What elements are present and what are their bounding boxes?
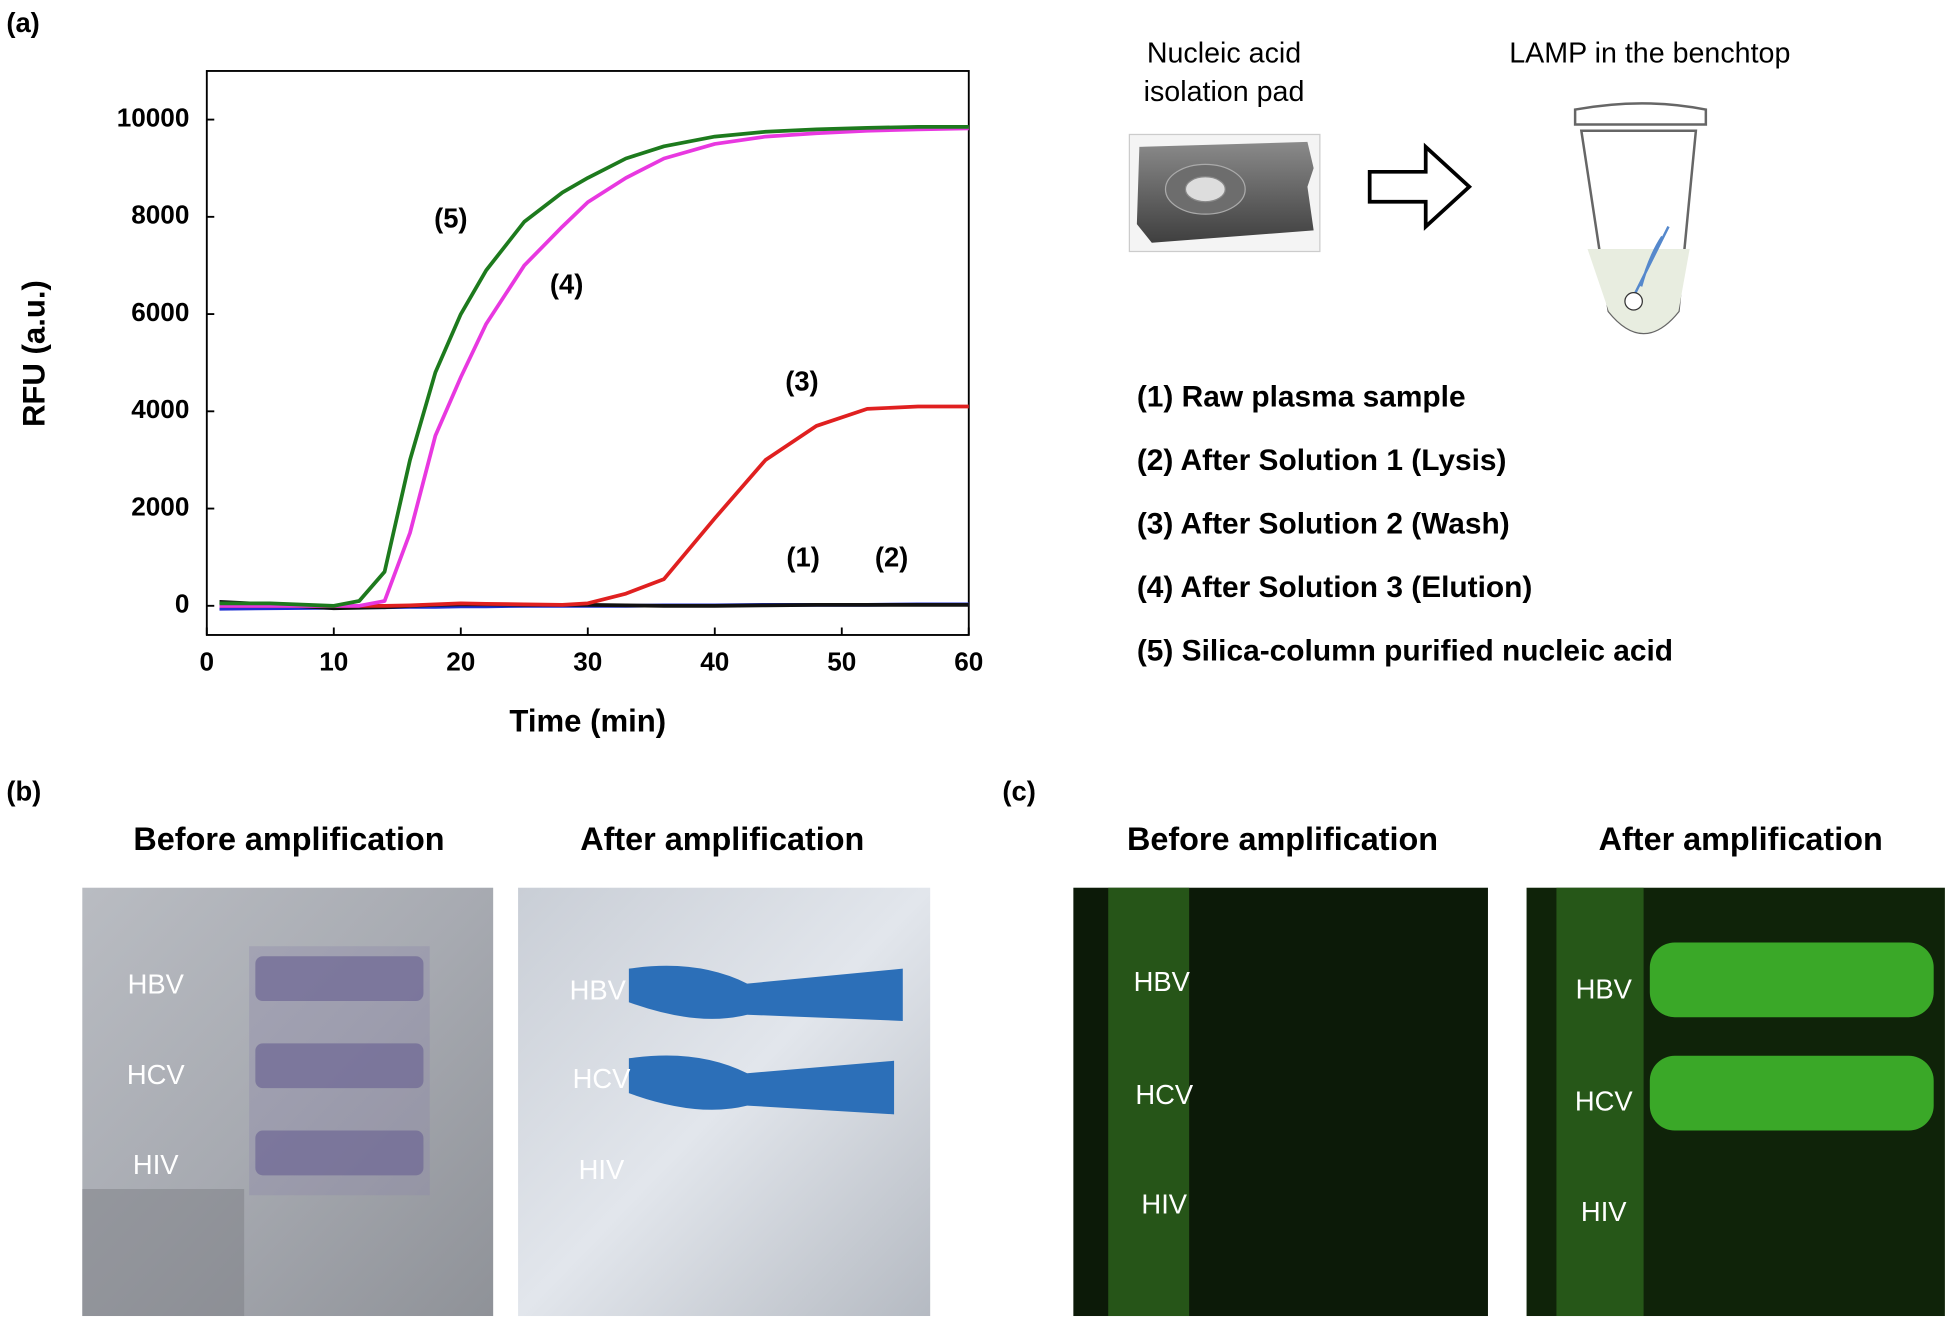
condition-item: (2) After Solution 1 (Lysis) (1137, 444, 1507, 477)
series-label: (1) (786, 541, 819, 572)
photo-strip (1108, 887, 1190, 1317)
lane-label: HCV (1575, 1085, 1634, 1116)
x-tick-label: 10 (319, 647, 348, 677)
series-line (219, 126, 969, 608)
tube-liquid (1587, 249, 1690, 334)
photo-title: After amplification (580, 821, 864, 857)
photo-strip (1556, 887, 1644, 1317)
lane-label: HCV (573, 1063, 632, 1094)
tube-probe (1632, 226, 1670, 297)
y-tick-label: 10000 (117, 102, 190, 132)
photo-title: After amplification (1599, 821, 1883, 857)
condition-item: (5) Silica-column purified nucleic acid (1137, 634, 1673, 667)
lane-label: HBV (128, 968, 185, 999)
lane-label: HBV (1134, 966, 1191, 997)
tube-cap (1573, 102, 1708, 126)
lane-label: HIV (579, 1154, 625, 1185)
panel-label: (b) (6, 775, 41, 806)
series-label: (2) (875, 541, 908, 572)
lane-label: HCV (1135, 1079, 1194, 1110)
series-label: (3) (785, 366, 818, 397)
plot-frame (205, 70, 970, 636)
x-axis-title: Time (min) (509, 704, 666, 739)
y-tick-label: 4000 (131, 394, 189, 424)
tube-bead (1624, 291, 1643, 311)
lane-label: HCV (127, 1059, 186, 1090)
panel-label: (c) (1002, 775, 1035, 806)
x-tick-label: 30 (573, 647, 602, 677)
diagram-label: isolation pad (1144, 76, 1305, 108)
condition-item: (4) After Solution 3 (Elution) (1137, 571, 1533, 604)
photo-band (628, 965, 903, 1021)
lane-label: HBV (570, 975, 627, 1006)
x-tick-label: 50 (827, 647, 856, 677)
condition-item: (1) Raw plasma sample (1137, 380, 1466, 413)
x-tick-label: 0 (200, 647, 215, 677)
arrow (1367, 142, 1473, 231)
photo-title: Before amplification (133, 821, 444, 857)
series-label: (5) (434, 203, 467, 234)
photo-band (628, 1055, 895, 1115)
panel-label: (a) (6, 7, 39, 38)
photo-shade (82, 1189, 245, 1317)
photo-band (1649, 1055, 1934, 1131)
diagram-label: LAMP in the benchtop (1509, 37, 1790, 69)
photo-band (255, 1130, 424, 1176)
lane-label: HIV (1141, 1189, 1187, 1220)
series-label: (4) (550, 269, 583, 300)
photo-band (255, 956, 424, 1002)
y-axis-title: RFU (a.u.) (16, 280, 51, 427)
y-tick-label: 0 (175, 589, 190, 619)
lane-label: HIV (1581, 1196, 1627, 1227)
condition-item: (3) After Solution 2 (Wash) (1137, 507, 1510, 540)
series-line (219, 404, 969, 608)
pad-hole (1184, 176, 1226, 203)
y-tick-label: 2000 (131, 491, 189, 521)
photo-band (1649, 942, 1934, 1018)
y-tick-label: 6000 (131, 297, 189, 327)
y-tick-label: 8000 (131, 200, 189, 230)
series-line (219, 125, 969, 608)
x-tick-label: 20 (446, 647, 475, 677)
lane-label: HBV (1576, 973, 1633, 1004)
lane-label: HIV (133, 1149, 179, 1180)
photo-title: Before amplification (1127, 821, 1438, 857)
diagram-label: Nucleic acid (1147, 37, 1301, 69)
x-tick-label: 60 (954, 647, 983, 677)
photo-band (255, 1043, 424, 1089)
x-tick-label: 40 (700, 647, 729, 677)
